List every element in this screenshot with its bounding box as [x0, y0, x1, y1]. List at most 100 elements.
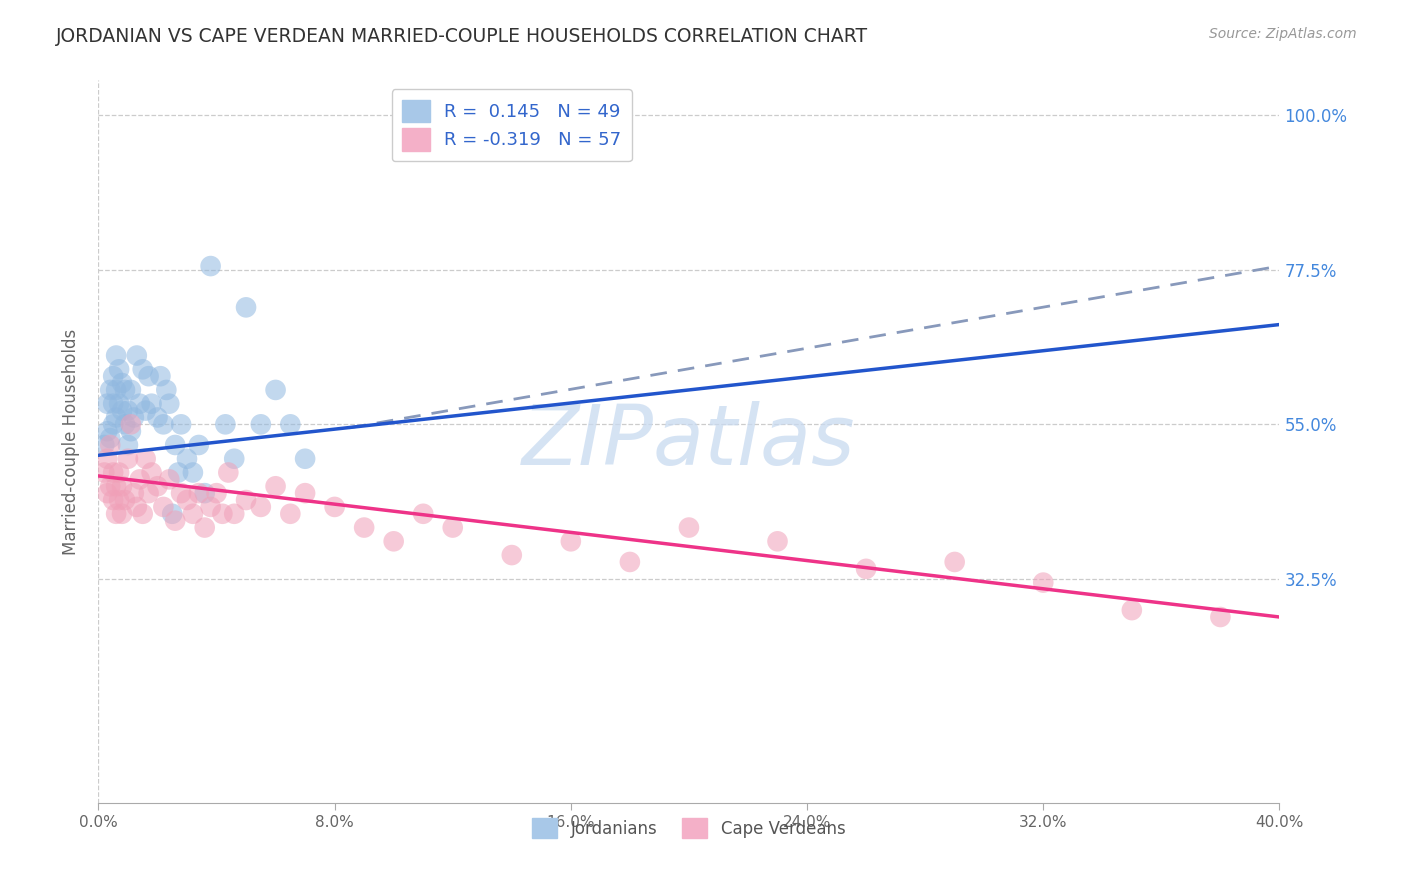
- Point: [105, 383, 128, 397]
- Point: [108, 397, 131, 411]
- Y-axis label: Married-couple Households: Married-couple Households: [62, 328, 80, 555]
- Point: [1209, 610, 1232, 624]
- Point: [120, 383, 142, 397]
- Point: [103, 466, 125, 480]
- Point: [103, 397, 125, 411]
- Point: [157, 397, 180, 411]
- Point: [117, 438, 139, 452]
- Point: [211, 507, 233, 521]
- Point: [96, 486, 118, 500]
- Point: [353, 520, 375, 534]
- Point: [108, 466, 131, 480]
- Point: [105, 479, 128, 493]
- Point: [441, 520, 464, 534]
- Point: [114, 417, 136, 432]
- Point: [176, 493, 198, 508]
- Point: [125, 500, 148, 514]
- Point: [155, 383, 177, 397]
- Point: [138, 486, 160, 500]
- Point: [120, 424, 142, 438]
- Point: [157, 472, 180, 486]
- Point: [294, 486, 316, 500]
- Point: [111, 507, 134, 521]
- Point: [93, 438, 115, 452]
- Point: [194, 520, 217, 534]
- Point: [235, 301, 257, 315]
- Point: [105, 507, 128, 521]
- Point: [111, 403, 134, 417]
- Point: [619, 555, 641, 569]
- Point: [200, 500, 222, 514]
- Text: ZIPatlas: ZIPatlas: [522, 401, 856, 482]
- Point: [132, 362, 155, 376]
- Point: [250, 500, 273, 514]
- Point: [128, 472, 150, 486]
- Point: [280, 417, 302, 432]
- Point: [165, 514, 187, 528]
- Point: [165, 438, 187, 452]
- Point: [382, 534, 405, 549]
- Point: [766, 534, 789, 549]
- Point: [138, 369, 160, 384]
- Point: [280, 507, 302, 521]
- Point: [205, 486, 228, 500]
- Point: [108, 362, 131, 376]
- Point: [412, 507, 434, 521]
- Point: [1032, 575, 1054, 590]
- Point: [678, 520, 700, 534]
- Point: [501, 548, 523, 562]
- Point: [235, 493, 257, 508]
- Point: [152, 500, 174, 514]
- Point: [162, 507, 183, 521]
- Point: [200, 259, 222, 273]
- Point: [135, 451, 157, 466]
- Point: [98, 438, 121, 452]
- Point: [96, 451, 118, 466]
- Point: [96, 424, 118, 438]
- Point: [103, 493, 125, 508]
- Point: [167, 466, 190, 480]
- Point: [125, 349, 148, 363]
- Point: [176, 451, 198, 466]
- Text: JORDANIAN VS CAPE VERDEAN MARRIED-COUPLE HOUSEHOLDS CORRELATION CHART: JORDANIAN VS CAPE VERDEAN MARRIED-COUPLE…: [56, 27, 869, 45]
- Point: [323, 500, 346, 514]
- Point: [224, 507, 246, 521]
- Point: [111, 479, 134, 493]
- Point: [560, 534, 582, 549]
- Point: [132, 507, 155, 521]
- Point: [135, 403, 157, 417]
- Point: [943, 555, 966, 569]
- Point: [146, 410, 169, 425]
- Point: [146, 479, 169, 493]
- Point: [103, 369, 125, 384]
- Point: [224, 451, 246, 466]
- Point: [114, 383, 136, 397]
- Point: [264, 479, 287, 493]
- Point: [122, 486, 145, 500]
- Point: [217, 466, 239, 480]
- Point: [105, 349, 128, 363]
- Point: [98, 383, 121, 397]
- Point: [187, 486, 209, 500]
- Point: [98, 431, 121, 445]
- Point: [214, 417, 236, 432]
- Point: [96, 397, 118, 411]
- Point: [194, 486, 217, 500]
- Point: [103, 417, 125, 432]
- Point: [187, 438, 209, 452]
- Point: [98, 479, 121, 493]
- Point: [105, 410, 128, 425]
- Point: [294, 451, 316, 466]
- Text: Source: ZipAtlas.com: Source: ZipAtlas.com: [1209, 27, 1357, 41]
- Point: [108, 493, 131, 508]
- Point: [181, 466, 204, 480]
- Point: [93, 466, 115, 480]
- Point: [141, 466, 163, 480]
- Point: [264, 383, 287, 397]
- Point: [1121, 603, 1143, 617]
- Point: [181, 507, 204, 521]
- Point: [128, 397, 150, 411]
- Point: [149, 369, 172, 384]
- Point: [111, 376, 134, 390]
- Point: [152, 417, 174, 432]
